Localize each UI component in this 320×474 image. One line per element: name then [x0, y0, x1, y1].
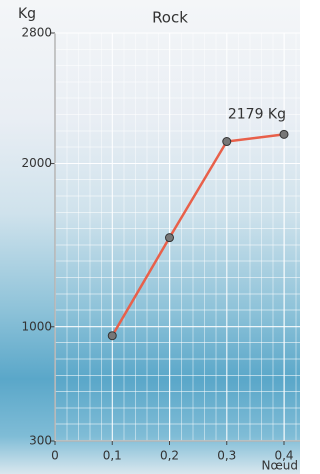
data-point — [166, 234, 174, 242]
x-tick-label: 0,4 — [274, 449, 293, 463]
y-axis-label: Kg — [18, 6, 36, 22]
value-label: 2179 Kg — [228, 106, 286, 122]
y-tick-label: 1000 — [21, 319, 52, 333]
data-point — [108, 332, 116, 340]
series-line — [112, 134, 284, 335]
chart-title: Rock — [152, 9, 188, 27]
y-tick-label: 2000 — [21, 156, 52, 170]
data-point — [280, 130, 288, 138]
x-tick-label: 0,3 — [217, 449, 236, 463]
x-tick-label: 0 — [51, 449, 59, 463]
y-tick-label: 2800 — [21, 26, 52, 40]
y-tick-label: 300 — [29, 434, 52, 448]
x-tick-label: 0,2 — [160, 449, 179, 463]
data-point — [223, 138, 231, 146]
x-tick-label: 0,1 — [103, 449, 122, 463]
